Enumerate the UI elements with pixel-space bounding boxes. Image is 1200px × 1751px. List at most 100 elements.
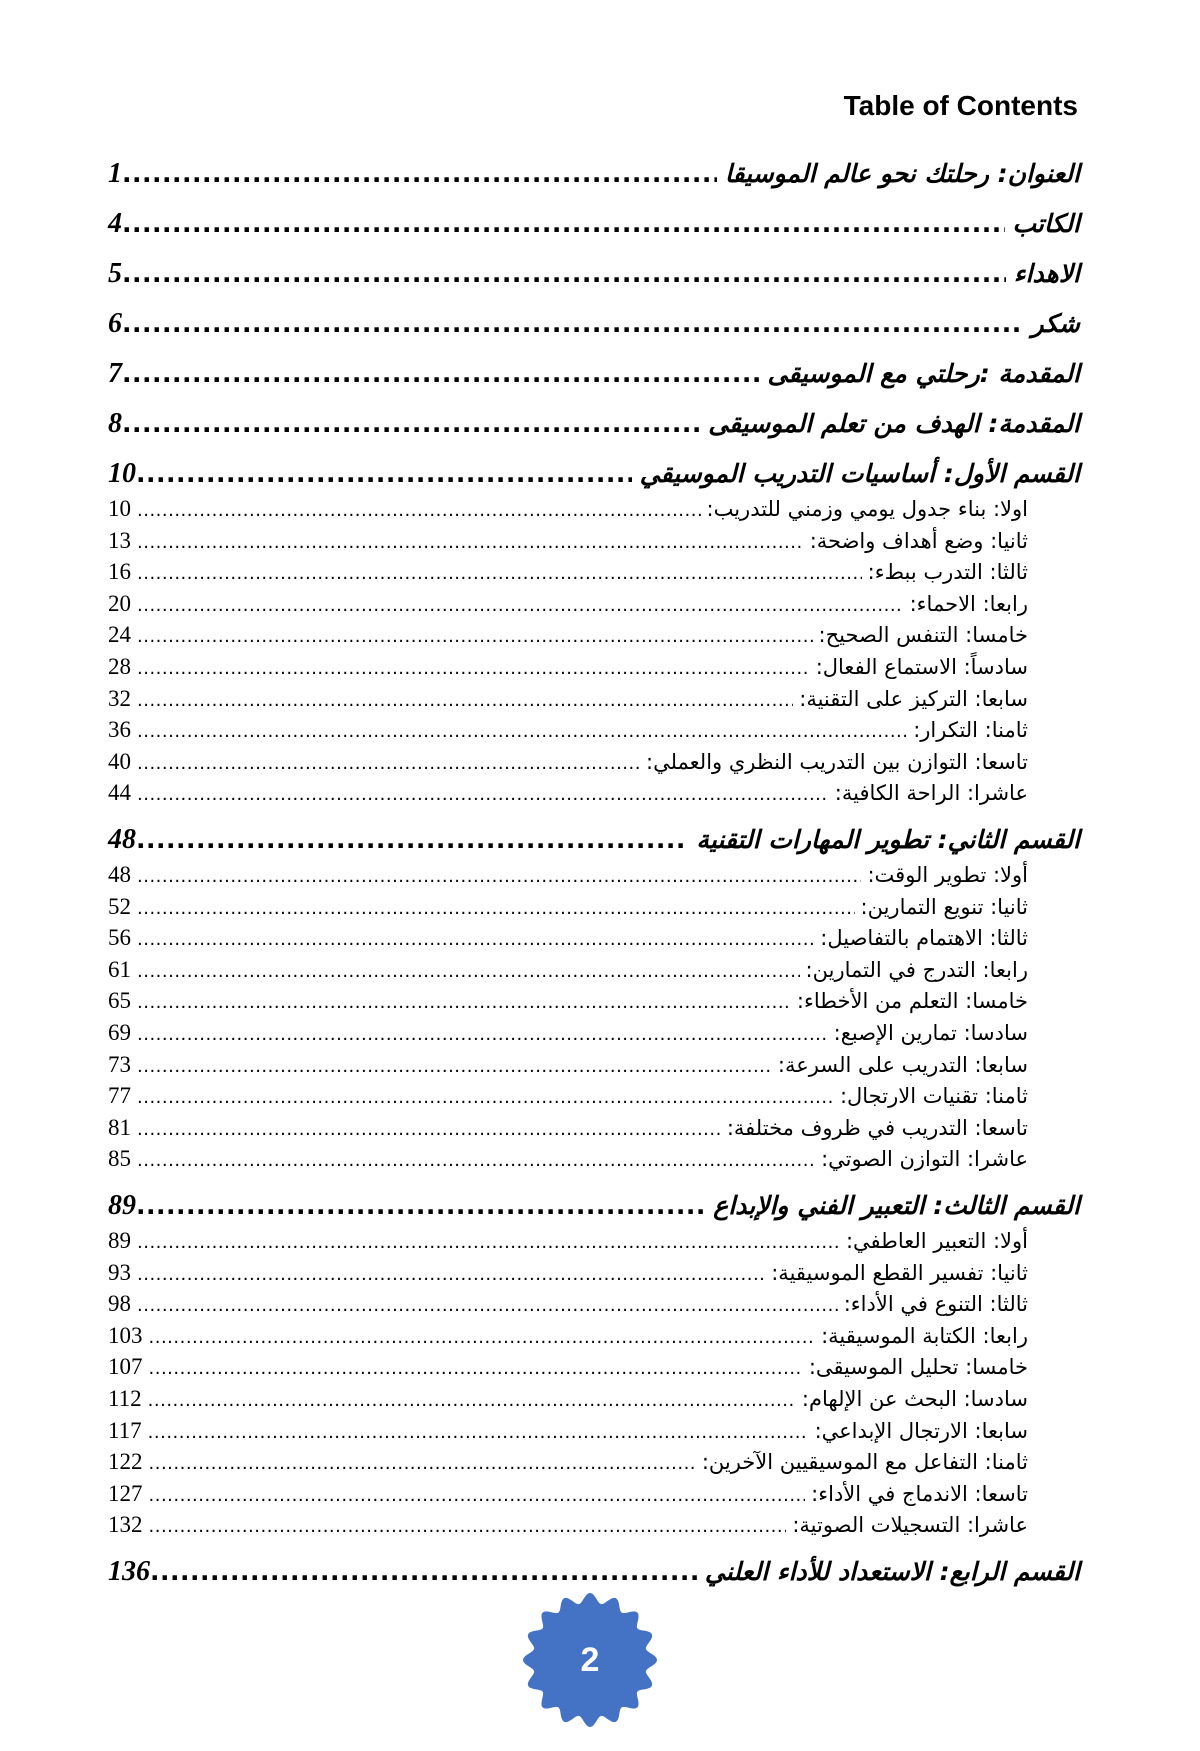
entry-page-number: 8 <box>108 408 122 439</box>
entry-page-number: 1 <box>108 158 122 189</box>
entry-title: خامسا: تحليل الموسيقى: <box>808 1355 1028 1380</box>
entry-page-number: 122 <box>108 1449 143 1475</box>
dot-leader <box>148 1385 796 1417</box>
toc-subentry[interactable]: تاسعا: الاندماج في الأداء: 127 <box>108 1478 1028 1510</box>
toc-subentry[interactable]: أولا: التعبير العاطفي: 89 <box>108 1225 1028 1257</box>
toc-subentry[interactable]: رابعا: الكتابة الموسيقية: 103 <box>108 1320 1028 1352</box>
entry-page-number: 127 <box>108 1480 143 1506</box>
toc-subentry[interactable]: ثامنا: التفاعل مع الموسيقيين الآخرين: 122 <box>108 1446 1028 1478</box>
entry-page-number: 85 <box>108 1146 131 1172</box>
toc-subentry[interactable]: خامسا: التنفس الصحيح: 24 <box>108 619 1028 651</box>
toc-subentry[interactable]: سابعا: التدريب على السرعة: 73 <box>108 1049 1028 1081</box>
toc-subentry[interactable]: اولا: بناء جدول يومي وزمني للتدريب: 10 <box>108 493 1028 525</box>
entry-title: القسم الأول: أساسيات التدريب الموسيقي <box>639 459 1080 488</box>
entry-page-number: 132 <box>108 1512 143 1538</box>
entry-page-number: 61 <box>108 956 131 982</box>
toc-section-entry[interactable]: الكاتب 4 <box>108 199 1080 249</box>
toc-section-entry[interactable]: شكر 6 <box>108 299 1080 349</box>
toc-section-entry[interactable]: القسم الثالث: التعبير الفني والإبداع 89 <box>108 1181 1080 1231</box>
toc-subentry[interactable]: سادسا: البحث عن الإلهام: 112 <box>108 1383 1028 1415</box>
toc-subentry[interactable]: ثانيا: وضع أهداف واضحة: 13 <box>108 525 1028 557</box>
toc-subentry[interactable]: تاسعا: التدريب في ظروف مختلفة: 81 <box>108 1112 1028 1144</box>
entry-title: الاهداء <box>1013 259 1080 288</box>
entry-title: سادسا: تمارين الإصبع: <box>833 1021 1028 1045</box>
entry-page-number: 103 <box>108 1322 143 1348</box>
toc-subentry[interactable]: عاشرا: الراحة الكافية: 44 <box>108 777 1028 809</box>
entry-page-number: 40 <box>108 748 131 774</box>
dot-leader <box>122 199 1005 249</box>
toc-subentry[interactable]: سابعا: التركيز على التقنية: 32 <box>108 683 1028 715</box>
entry-title: ثالثا: الاهتمام بالتفاصيل: <box>820 926 1028 951</box>
toc-subentry[interactable]: خامسا: تحليل الموسيقى: 107 <box>108 1351 1028 1383</box>
entry-page-number: 98 <box>108 1291 131 1317</box>
toc-subentry[interactable]: ثامنا: التكرار: 36 <box>108 714 1028 746</box>
toc-subentry[interactable]: عاشرا: التوازن الصوتي: 85 <box>108 1143 1028 1175</box>
entry-title: تاسعا: التوازن بين التدريب النظري والعمل… <box>646 749 1028 774</box>
entry-page-number: 24 <box>108 622 131 648</box>
dot-leader <box>148 1417 809 1449</box>
entry-page-number: 73 <box>108 1051 131 1077</box>
toc-subentry[interactable]: ثامنا: تقنيات الارتجال: 77 <box>108 1080 1028 1112</box>
entry-title: العنوان: رحلتك نحو عالم الموسيقا <box>724 159 1080 188</box>
entry-page-number: 44 <box>108 780 131 806</box>
dot-leader <box>136 449 632 499</box>
dot-leader <box>137 924 814 956</box>
entry-page-number: 89 <box>108 1190 136 1221</box>
toc-section-entry[interactable]: المقدمة: الهدف من تعلم الموسيقى 8 <box>108 399 1080 449</box>
dot-leader <box>136 815 688 865</box>
toc-subentry[interactable]: ثالثا: التدرب ببطء: 16 <box>108 556 1028 588</box>
dot-leader <box>137 495 701 527</box>
entry-title: ثالثا: التنوع في الأداء: <box>843 1292 1028 1317</box>
page-number: 2 <box>580 1641 600 1679</box>
entry-page-number: 52 <box>108 893 131 919</box>
toc-section-entry[interactable]: القسم الرابع: الاستعداد للأداء العلني 136 <box>108 1547 1080 1597</box>
scalloped-badge-shape <box>523 1593 657 1727</box>
dot-leader <box>137 1259 765 1291</box>
page-number-badge <box>523 1593 657 1727</box>
dot-leader <box>122 149 717 199</box>
entry-title: تاسعا: التدريب في ظروف مختلفة: <box>726 1115 1028 1140</box>
entry-title: شكر <box>1031 309 1080 338</box>
toc-subentry[interactable]: خامسا: التعلم من الأخطاء: 65 <box>108 985 1028 1017</box>
toc-subentry[interactable]: سادساً: الاستماع الفعال: 28 <box>108 651 1028 683</box>
entry-title: رابعا: الكتابة الموسيقية: <box>821 1323 1028 1348</box>
toc-subentry[interactable]: رابعا: الاحماء: 20 <box>108 588 1028 620</box>
entry-page-number: 89 <box>108 1228 131 1253</box>
dot-leader <box>137 748 640 780</box>
toc-subentry[interactable]: أولا: تطوير الوقت: 48 <box>108 859 1028 891</box>
toc-section-entry[interactable]: الاهداء 5 <box>108 249 1080 299</box>
entry-title: خامسا: التنفس الصحيح: <box>818 623 1028 648</box>
toc-subentry[interactable]: سادسا: تمارين الإصبع: 69 <box>108 1017 1028 1049</box>
toc-section-entry[interactable]: القسم الأول: أساسيات التدريب الموسيقي 10 <box>108 449 1080 499</box>
dot-leader <box>137 527 804 559</box>
toc-subentry[interactable]: عاشرا: التسجيلات الصوتية: 132 <box>108 1509 1028 1541</box>
toc-section-entry[interactable]: القسم الثاني: تطوير المهارات التقنية 48 <box>108 815 1080 865</box>
entry-title: تاسعا: الاندماج في الأداء: <box>811 1481 1028 1506</box>
entry-page-number: 5 <box>108 258 122 289</box>
entry-title: الكاتب <box>1012 209 1081 238</box>
entry-title: المقدمة :رحلتي مع الموسيقى <box>767 359 1080 388</box>
entry-title: أولا: تطوير الوقت: <box>867 863 1028 887</box>
dot-leader <box>137 1290 838 1322</box>
dot-leader <box>137 987 791 1019</box>
toc-subentry[interactable]: سابعا: الارتجال الإبداعي: 117 <box>108 1415 1028 1447</box>
toc-subentry[interactable]: رابعا: التدرج في التمارين: 61 <box>108 954 1028 986</box>
toc-section-entry[interactable]: العنوان: رحلتك نحو عالم الموسيقا 1 <box>108 149 1080 199</box>
dot-leader <box>137 1227 840 1259</box>
dot-leader <box>150 1547 697 1597</box>
dot-leader <box>137 653 810 685</box>
toc-section-entry[interactable]: المقدمة :رحلتي مع الموسيقى 7 <box>108 349 1080 399</box>
entry-page-number: 65 <box>108 988 131 1014</box>
entry-title: ثامنا: تقنيات الارتجال: <box>839 1084 1028 1109</box>
toc-subentry[interactable]: ثانيا: تفسير القطع الموسيقية: 93 <box>108 1257 1028 1289</box>
dot-leader <box>149 1353 803 1385</box>
dot-leader <box>137 1114 721 1146</box>
toc-subentry[interactable]: تاسعا: التوازن بين التدريب النظري والعمل… <box>108 746 1028 778</box>
entry-title: المقدمة: الهدف من تعلم الموسيقى <box>708 409 1080 438</box>
entry-page-number: 28 <box>108 654 131 679</box>
toc-subentry[interactable]: ثالثا: الاهتمام بالتفاصيل: 56 <box>108 922 1028 954</box>
toc-subentry[interactable]: ثانيا: تنويع التمارين: 52 <box>108 891 1028 923</box>
toc-subentry[interactable]: ثالثا: التنوع في الأداء: 98 <box>108 1288 1028 1320</box>
entry-title: رابعا: التدرج في التمارين: <box>805 957 1028 982</box>
dot-leader <box>122 399 700 449</box>
